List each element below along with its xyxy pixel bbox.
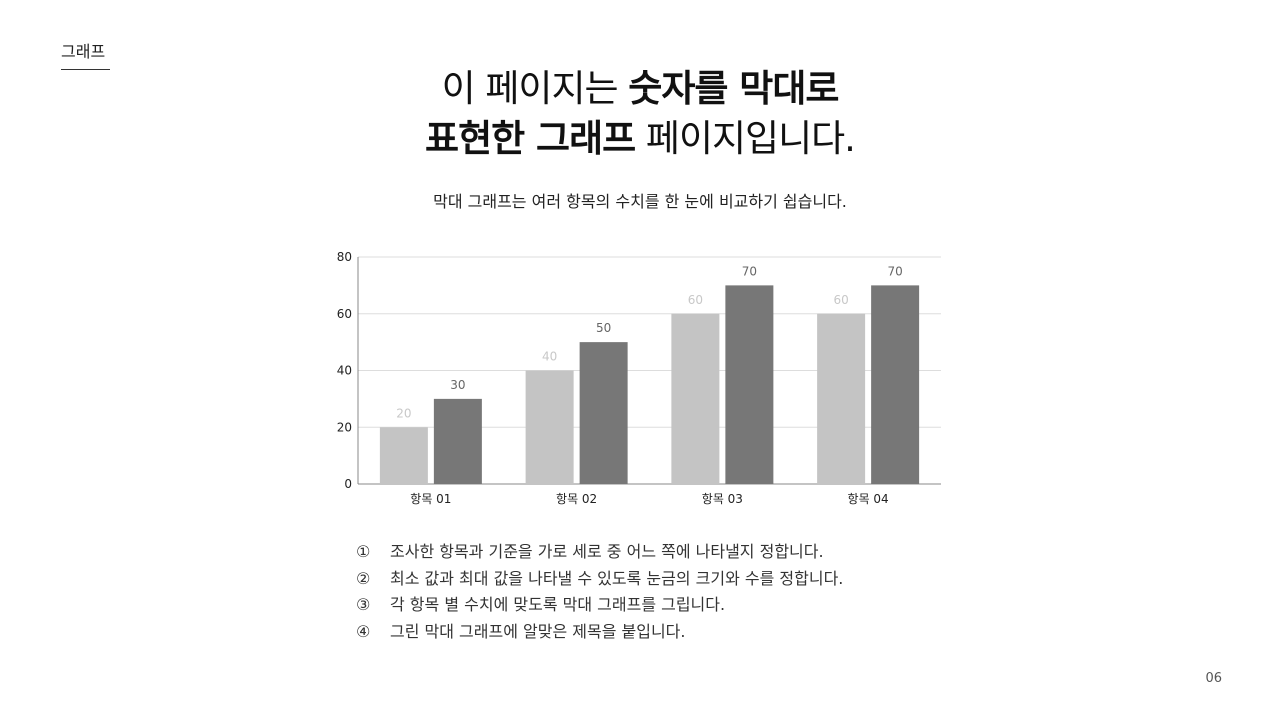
step-number: ③ [356, 595, 371, 614]
bar [525, 370, 574, 484]
bar [725, 285, 774, 484]
bar [433, 398, 482, 484]
headline-line-1-normal: 이 페이지는 [441, 67, 629, 110]
step-text: 그린 막대 그래프에 알맞은 제목을 붙입니다. [390, 621, 686, 641]
data-label: 50 [596, 321, 611, 335]
y-tick-label: 60 [337, 307, 352, 321]
step-text: 최소 값과 최대 값을 나타낼 수 있도록 눈금의 크기와 수를 정합니다. [390, 568, 844, 588]
section-label: 그래프 [61, 38, 110, 70]
data-label: 60 [833, 293, 848, 307]
bar [579, 342, 628, 484]
step-item: ③ 각 항목 별 수치에 맞도록 막대 그래프를 그립니다. [356, 592, 843, 619]
step-item: ④ 그린 막대 그래프에 알맞은 제목을 붙입니다. [356, 619, 843, 646]
step-number: ④ [356, 621, 371, 641]
data-label: 70 [742, 264, 757, 278]
y-tick-label: 20 [337, 420, 352, 434]
step-item: ② 최소 값과 최대 값을 나타낼 수 있도록 눈금의 크기와 수를 정합니다. [356, 566, 843, 593]
x-tick-label: 항목 01 [410, 492, 451, 506]
headline-line-2-normal: 페이지입니다. [635, 117, 856, 160]
headline-line-2-bold: 표현한 그래프 [425, 117, 636, 160]
bar [871, 285, 920, 484]
headline-line-1-bold: 숫자를 막대로 [628, 67, 839, 110]
headline-line-1: 이 페이지는 숫자를 막대로 [0, 64, 1280, 114]
data-label: 60 [688, 293, 703, 307]
step-number: ② [356, 568, 371, 588]
y-tick-label: 0 [344, 477, 352, 491]
step-item: ① 조사한 항목과 기준을 가로 세로 중 어느 쪽에 나타낼지 정합니다. [356, 539, 843, 566]
bar-chart: 0 20 40 60 80 20 30 항목 01 40 50 항목 02 60 70 항목 03 60 70… [337, 250, 941, 506]
y-tick-label: 80 [337, 250, 352, 264]
data-label: 70 [887, 264, 902, 278]
y-tick-label: 40 [337, 364, 352, 378]
x-tick-label: 항목 04 [848, 492, 889, 506]
bar [671, 313, 720, 484]
step-number: ① [356, 542, 371, 561]
data-label: 40 [542, 350, 557, 364]
headline-line-2: 표현한 그래프 페이지입니다. [0, 114, 1280, 164]
x-tick-label: 항목 03 [702, 492, 743, 506]
bar [379, 427, 428, 484]
step-text: 조사한 항목과 기준을 가로 세로 중 어느 쪽에 나타낼지 정합니다. [390, 542, 824, 561]
data-label: 20 [396, 406, 411, 420]
step-text: 각 항목 별 수치에 맞도록 막대 그래프를 그립니다. [390, 595, 726, 614]
page-number: 06 [1205, 671, 1222, 686]
subtitle: 막대 그래프는 여러 항목의 수치를 한 눈에 비교하기 쉽습니다. [433, 192, 847, 211]
bar [817, 313, 866, 484]
x-tick-label: 항목 02 [556, 492, 597, 506]
headline: 이 페이지는 숫자를 막대로 표현한 그래프 페이지입니다. [0, 64, 1280, 164]
data-label: 30 [450, 378, 465, 392]
